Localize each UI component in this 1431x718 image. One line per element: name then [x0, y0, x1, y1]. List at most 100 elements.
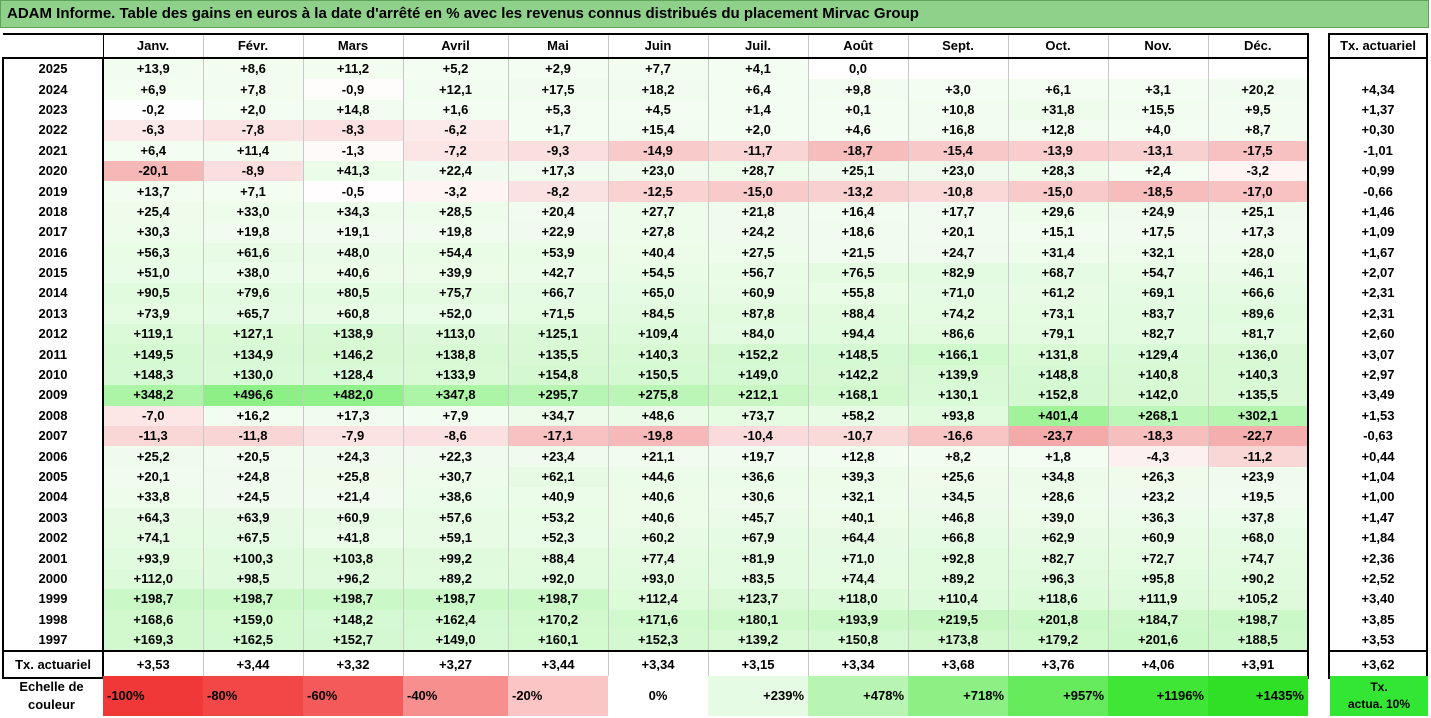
value-cell: -7,8: [202, 120, 304, 141]
value-cell: -7,0: [102, 405, 204, 427]
footer-row: Tx. actuariel +3,53 +3,44 +3,32 +3,27 +3,44 +3…: [2, 650, 1309, 680]
value-cell: +54,5: [607, 262, 709, 284]
year-label: 1998: [2, 609, 104, 630]
actuarial-value: +0,99: [1328, 160, 1428, 182]
month-header: Déc.: [1207, 33, 1309, 59]
year-label: 2016: [2, 242, 104, 263]
actuarial-row: +0,30: [1328, 120, 1428, 141]
value-cell: +6,4: [102, 140, 204, 161]
value-cell: +19,1: [302, 222, 404, 243]
value-cell: +142,0: [1107, 385, 1209, 406]
value-cell: +188,5: [1207, 629, 1309, 652]
value-cell: +55,8: [807, 283, 909, 304]
year-label: 2015: [2, 262, 104, 284]
value-cell: +13,7: [102, 181, 204, 202]
value-cell: +10,8: [907, 99, 1009, 121]
value-cell: +61,2: [1007, 283, 1109, 304]
year-label: 2022: [2, 120, 104, 141]
actuarial-value: +1,53: [1328, 405, 1428, 427]
value-cell: +25,2: [102, 446, 204, 467]
actuarial-row: -1,01: [1328, 140, 1428, 161]
actuarial-row: +3,53: [1328, 629, 1428, 652]
value-cell: +73,7: [707, 405, 809, 427]
value-cell: +198,7: [507, 589, 609, 610]
value-cell: +30,6: [707, 487, 809, 508]
value-cell: +166,1: [907, 344, 1009, 365]
value-cell: -0,9: [302, 79, 404, 100]
table-row: 2013 +73,9 +65,7 +60,8 +52,0 +71,5 +84,5 +87,8 +…: [2, 303, 1309, 325]
value-cell: +138,9: [302, 324, 404, 345]
footer-value: +3,91: [1207, 650, 1309, 680]
actuarial-row: +1,53: [1328, 405, 1428, 427]
value-cell: +28,6: [1007, 487, 1109, 508]
table-row: 2011 +149,5 +134,9 +146,2 +138,8 +135,5 +140,3…: [2, 344, 1309, 365]
actuarial-value: +3,07: [1328, 344, 1428, 365]
value-cell: +7,8: [202, 79, 304, 100]
value-cell: +30,7: [402, 466, 509, 488]
value-cell: -8,2: [507, 181, 609, 202]
value-cell: +48,0: [302, 242, 404, 263]
actuarial-value: +1,09: [1328, 222, 1428, 243]
actuarial-value: [1328, 58, 1428, 80]
year-label: 2017: [2, 222, 104, 243]
value-cell: +15,4: [607, 120, 709, 141]
value-cell: +149,0: [707, 364, 809, 386]
value-cell: -1,3: [302, 140, 404, 161]
value-cell: +71,0: [907, 283, 1009, 304]
actuarial-row: +2,97: [1328, 364, 1428, 386]
value-cell: +19,7: [707, 446, 809, 467]
value-cell: +128,4: [302, 364, 404, 386]
value-cell: -18,3: [1107, 426, 1209, 447]
actuarial-row: +1,46: [1328, 201, 1428, 223]
value-cell: +103,8: [302, 548, 404, 569]
value-cell: +51,0: [102, 262, 204, 284]
value-cell: +28,0: [1207, 242, 1309, 263]
value-cell: +34,7: [507, 405, 609, 427]
value-cell: -3,2: [402, 181, 509, 202]
table-row: 1999 +198,7 +198,7 +198,7 +198,7 +198,7 +112,4…: [2, 589, 1309, 610]
header-corner: [3, 33, 103, 59]
footer-value: +3,76: [1007, 650, 1109, 680]
value-cell: +184,7: [1107, 609, 1209, 630]
year-label: 2012: [2, 324, 104, 345]
year-label: 2024: [2, 79, 104, 100]
value-cell: +2,4: [1107, 160, 1209, 182]
value-cell: +23,0: [607, 160, 709, 182]
value-cell: +92,0: [507, 568, 609, 590]
actuarial-column: Tx. actuariel +4,34 +1,37 +0,30 -1,01 +0,99-…: [1328, 33, 1428, 680]
value-cell: -0,5: [302, 181, 404, 202]
value-cell: +113,0: [402, 324, 509, 345]
value-cell: +149,0: [402, 629, 509, 652]
color-scale-swatch: +957%: [1008, 676, 1108, 716]
value-cell: +21,8: [707, 201, 809, 223]
table-row: 2007 -11,3 -11,8 -7,9 -8,6 -17,1 -19,8 -10,4 -10…: [2, 426, 1309, 447]
value-cell: -4,3: [1107, 446, 1209, 467]
footer-value: +3,44: [202, 650, 304, 680]
actuarial-value: +2,60: [1328, 324, 1428, 345]
actuarial-value: +3,40: [1328, 589, 1428, 610]
value-cell: +152,8: [1007, 385, 1109, 406]
value-cell: +142,2: [807, 364, 909, 386]
value-cell: +8,7: [1207, 120, 1309, 141]
month-header: Oct.: [1007, 33, 1109, 59]
value-cell: +79,1: [1007, 324, 1109, 345]
value-cell: +111,9: [1107, 589, 1209, 610]
value-cell: +34,8: [1007, 466, 1109, 488]
value-cell: -15,0: [707, 181, 809, 202]
value-cell: +1,7: [507, 120, 609, 141]
value-cell: +60,8: [302, 303, 404, 325]
value-cell: +11,4: [202, 140, 304, 161]
year-label: 2014: [2, 283, 104, 304]
value-cell: +5,3: [507, 99, 609, 121]
value-cell: +56,3: [102, 242, 204, 263]
value-cell: -13,1: [1107, 140, 1209, 161]
value-cell: +7,9: [402, 405, 509, 427]
actuarial-value: +1,67: [1328, 242, 1428, 263]
value-cell: -23,7: [1007, 426, 1109, 447]
table-row: 2005 +20,1 +24,8 +25,8 +30,7 +62,1 +44,6 +36,6 +…: [2, 466, 1309, 488]
value-cell: -11,7: [707, 140, 809, 161]
value-cell: +59,1: [402, 527, 509, 549]
value-cell: +135,5: [1207, 385, 1309, 406]
table-row: 2018 +25,4 +33,0 +34,3 +28,5 +20,4 +27,7 +21,8 +…: [2, 201, 1309, 223]
value-cell: +112,0: [102, 568, 204, 590]
